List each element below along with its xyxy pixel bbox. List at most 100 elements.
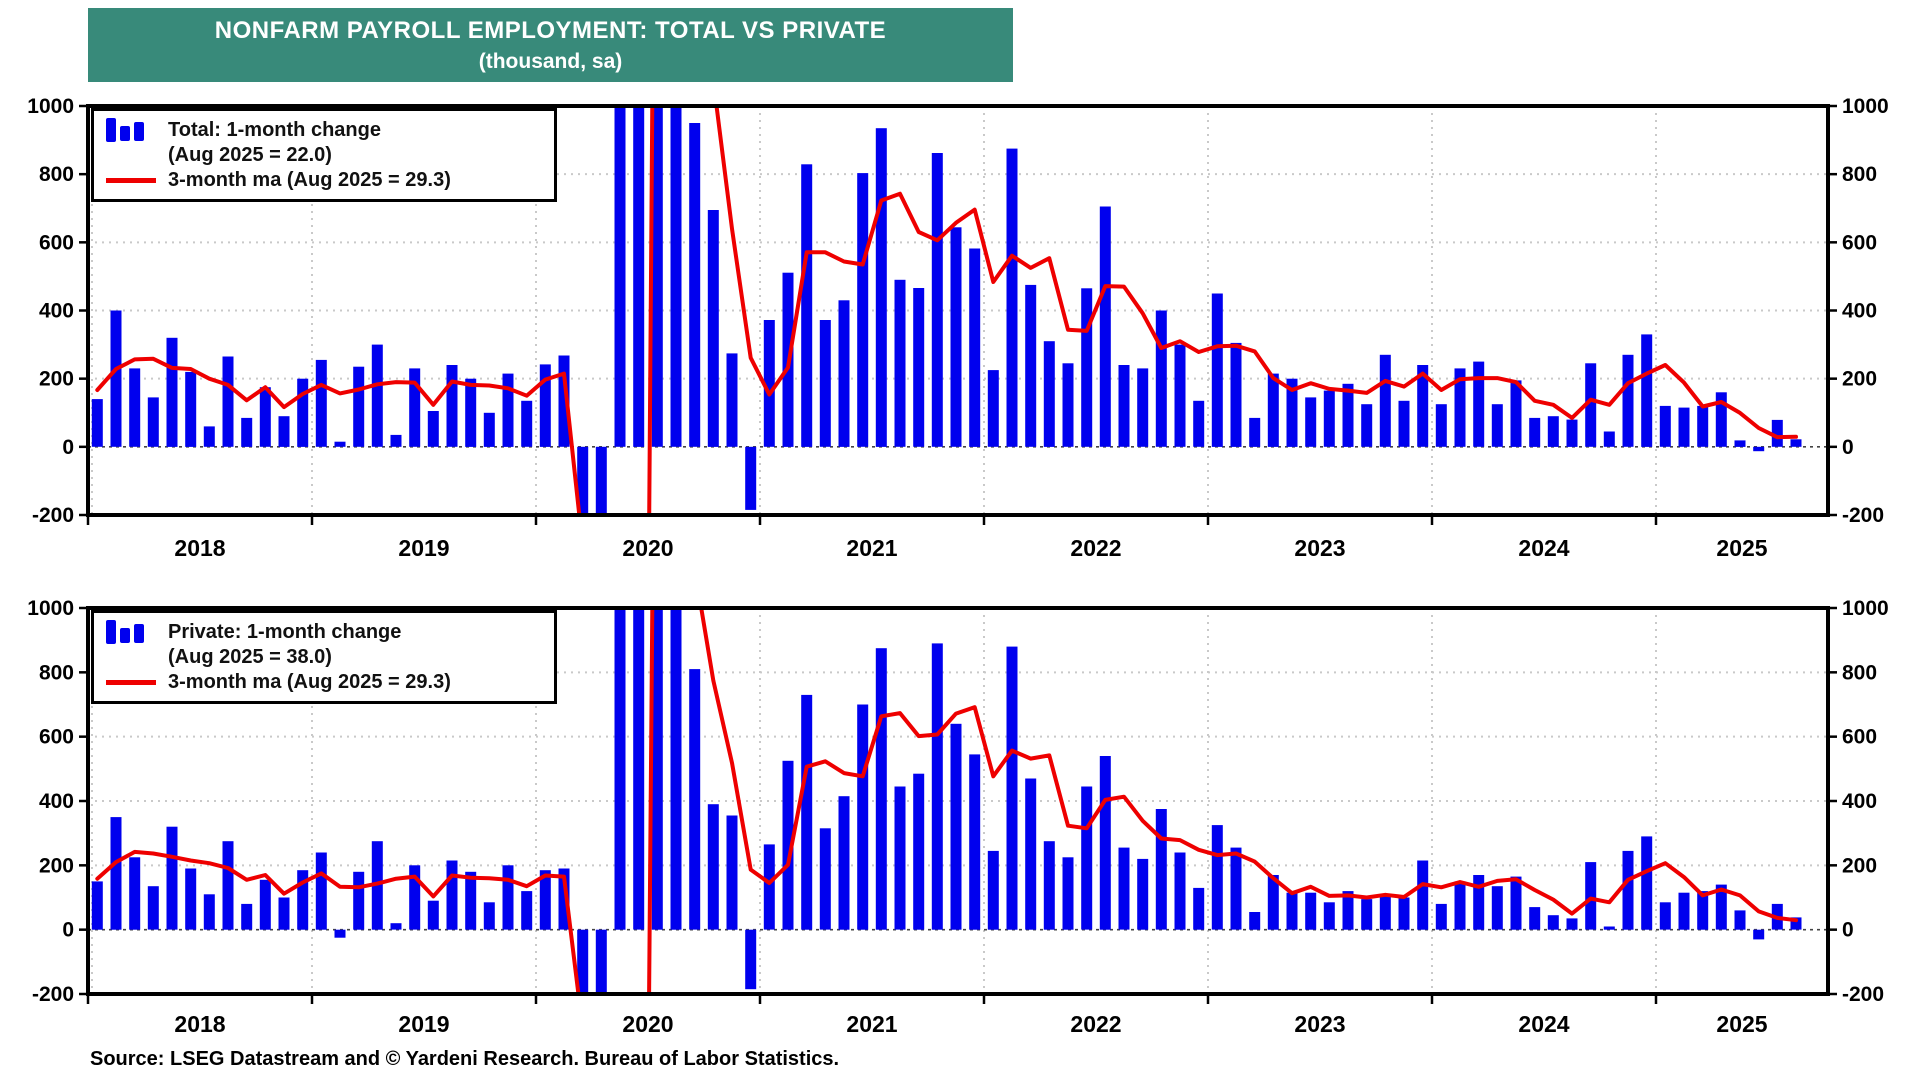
bar xyxy=(1137,368,1149,447)
bar xyxy=(371,344,383,447)
bar xyxy=(1118,847,1130,930)
y-tick-label-right: 200 xyxy=(1842,368,1877,391)
bar xyxy=(1006,646,1018,930)
bar xyxy=(1323,902,1335,930)
bar xyxy=(1193,400,1205,447)
bar xyxy=(334,441,346,447)
bar xyxy=(1566,419,1578,447)
bar xyxy=(1697,405,1709,447)
bar xyxy=(595,929,607,994)
bar xyxy=(1529,417,1541,447)
legend-private: Private: 1-month change (Aug 2025 = 38.0… xyxy=(91,610,557,704)
year-label: 2021 xyxy=(846,1011,897,1037)
bar xyxy=(763,844,775,930)
bar xyxy=(1099,206,1111,447)
bar xyxy=(1678,407,1690,447)
bar xyxy=(577,929,589,994)
bar xyxy=(1510,876,1522,930)
bar xyxy=(1678,892,1690,930)
legend-total: Total: 1-month change (Aug 2025 = 22.0) … xyxy=(91,108,557,202)
legend-total-ma-row: 3-month ma (Aug 2025 = 29.3) xyxy=(106,168,544,193)
private-bars xyxy=(91,608,1802,994)
bar xyxy=(763,320,775,447)
bar xyxy=(614,608,626,930)
bar xyxy=(241,417,253,447)
bar xyxy=(894,786,906,930)
bar xyxy=(1155,310,1167,447)
bar xyxy=(969,754,981,930)
bar xyxy=(745,929,757,990)
y-tick-label-left: 600 xyxy=(39,726,74,749)
bar xyxy=(409,368,421,447)
bar xyxy=(1081,786,1093,930)
bar xyxy=(1417,860,1429,930)
bar xyxy=(670,106,682,447)
chart-title: NONFARM PAYROLL EMPLOYMENT: TOTAL VS PRI… xyxy=(214,17,887,44)
year-label: 2018 xyxy=(174,1011,225,1037)
bar xyxy=(1323,390,1335,447)
bar xyxy=(1361,899,1373,930)
bar xyxy=(278,897,290,930)
bar xyxy=(1118,365,1130,447)
bar xyxy=(110,310,122,447)
y-tick-label-left: 1000 xyxy=(27,597,74,620)
bar xyxy=(465,871,477,930)
bar xyxy=(1267,875,1279,930)
bar xyxy=(1454,881,1466,930)
bar xyxy=(1585,862,1597,930)
bar xyxy=(1641,836,1653,930)
bar xyxy=(651,608,663,930)
bar xyxy=(913,288,925,447)
bar xyxy=(185,868,197,930)
y-tick-label-left: 200 xyxy=(39,368,74,391)
bar xyxy=(931,153,943,447)
bar xyxy=(1697,891,1709,930)
y-tick-label-left: 800 xyxy=(39,661,74,684)
y-tick-label-right: 400 xyxy=(1842,790,1877,813)
year-label: 2019 xyxy=(398,1011,449,1037)
y-tick-label-left: -200 xyxy=(32,983,74,1006)
bar xyxy=(91,881,103,930)
year-label: 2020 xyxy=(622,1011,673,1037)
chart-title-band: NONFARM PAYROLL EMPLOYMENT: TOTAL VS PRI… xyxy=(88,8,1013,82)
bar xyxy=(1230,342,1242,447)
y-tick-label-left: 200 xyxy=(39,854,74,877)
bar xyxy=(1211,825,1223,930)
y-tick-label-right: -200 xyxy=(1842,983,1884,1006)
bar xyxy=(1473,875,1485,930)
y-tick-label-right: 1000 xyxy=(1842,597,1889,620)
bar xyxy=(1174,852,1186,930)
bar xyxy=(110,817,122,930)
year-label: 2024 xyxy=(1518,535,1569,561)
bar xyxy=(1174,344,1186,447)
y-tick-label-left: 400 xyxy=(39,790,74,813)
bar xyxy=(427,900,439,930)
legend-total-bar-sub: (Aug 2025 = 22.0) xyxy=(168,144,332,166)
bar xyxy=(987,370,999,447)
bar xyxy=(1435,404,1447,447)
bar xyxy=(1062,363,1074,447)
bar xyxy=(1585,363,1597,447)
bar xyxy=(1491,886,1503,930)
bar xyxy=(801,164,813,447)
bar xyxy=(1286,892,1298,930)
legend-private-bar-sub: (Aug 2025 = 38.0) xyxy=(168,646,332,668)
bar xyxy=(1398,400,1410,447)
bar xyxy=(465,378,477,447)
bar xyxy=(1361,404,1373,447)
y-tick-label-right: 400 xyxy=(1842,300,1877,323)
bar xyxy=(1249,912,1261,930)
bar xyxy=(297,378,309,447)
bar xyxy=(1641,334,1653,447)
bar xyxy=(483,412,495,447)
year-label: 2022 xyxy=(1070,1011,1121,1037)
bar xyxy=(689,123,701,447)
bar xyxy=(595,446,607,515)
bar xyxy=(558,868,570,930)
bar xyxy=(129,857,141,930)
legend-total-ma-label: 3-month ma (Aug 2025 = 29.3) xyxy=(168,169,451,191)
bar xyxy=(1211,293,1223,447)
bar xyxy=(353,871,365,930)
y-tick-label-right: 800 xyxy=(1842,163,1877,186)
bar xyxy=(1379,894,1391,930)
